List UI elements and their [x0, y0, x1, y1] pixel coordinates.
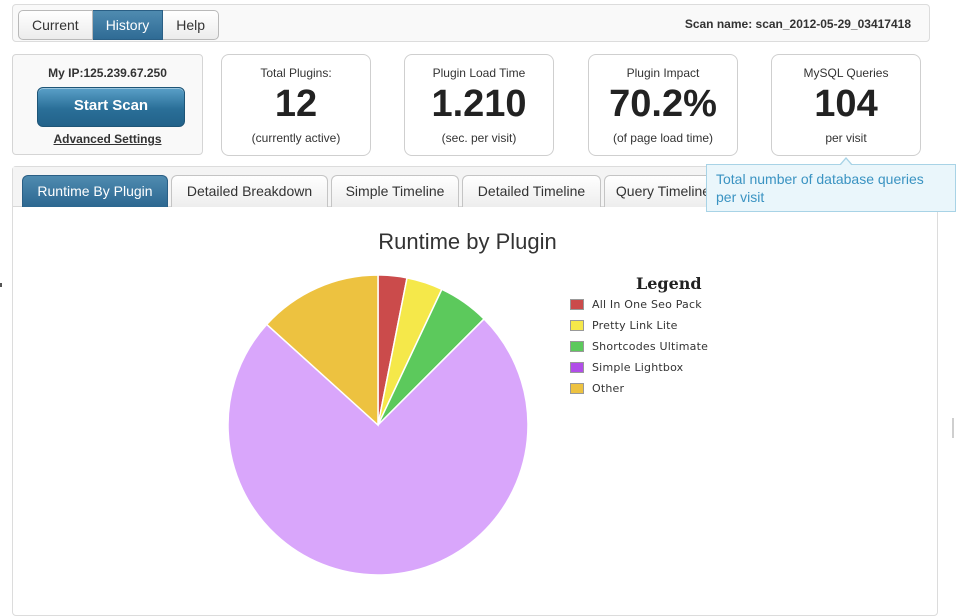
legend-title: Legend: [636, 274, 702, 293]
ip-box: My IP:125.239.67.250 Start Scan Advanced…: [12, 54, 203, 155]
stat-value: 1.210: [431, 83, 527, 125]
my-ip: My IP:125.239.67.250: [13, 66, 202, 80]
stat-label: Plugin Impact: [626, 66, 700, 80]
stat-label: Total Plugins:: [260, 66, 332, 80]
view-nav: Current History Help: [18, 10, 220, 40]
stat-sub: (currently active): [251, 131, 341, 145]
advanced-settings-link[interactable]: Advanced Settings: [53, 132, 162, 146]
current-button[interactable]: Current: [18, 10, 93, 40]
stat-label: Plugin Load Time: [432, 66, 526, 80]
legend-swatch: [570, 341, 584, 352]
scroll-edge: [952, 418, 954, 438]
scan-name: Scan name: scan_2012-05-29_03417418: [684, 17, 911, 31]
my-ip-label: My IP:: [48, 66, 84, 80]
legend-label: Shortcodes Ultimate: [592, 340, 709, 353]
tab-detailed-timeline[interactable]: Detailed Timeline: [462, 175, 601, 207]
my-ip-value: 125.239.67.250: [83, 66, 167, 80]
stat-label: MySQL Queries: [803, 66, 889, 80]
legend-swatch: [570, 362, 584, 373]
mysql-queries-box[interactable]: MySQL Queries 104 per visit: [771, 54, 921, 156]
tooltip-arrow-inner: [840, 159, 852, 166]
legend-label: All In One Seo Pack: [592, 298, 702, 311]
tab-query-timeline[interactable]: Query Timeline: [604, 175, 722, 207]
start-scan-button[interactable]: Start Scan: [37, 87, 185, 127]
chart-title: Runtime by Plugin: [378, 229, 557, 254]
history-button[interactable]: History: [92, 10, 164, 40]
plugin-impact-box: Plugin Impact 70.2% (of page load time): [588, 54, 738, 156]
top-bar: Current History Help Scan name: scan_201…: [12, 4, 930, 42]
legend-swatch: [570, 320, 584, 331]
mysql-tooltip: Total number of database queries per vis…: [706, 164, 956, 212]
stat-sub: (of page load time): [612, 131, 714, 145]
edge-marker: [0, 283, 2, 287]
legend-swatch: [570, 299, 584, 310]
legend-label: Pretty Link Lite: [592, 319, 678, 332]
legend-label: Simple Lightbox: [592, 361, 684, 374]
runtime-pie-chart: [227, 274, 529, 576]
tab-detailed-breakdown[interactable]: Detailed Breakdown: [171, 175, 328, 207]
legend-swatch: [570, 383, 584, 394]
help-button[interactable]: Help: [163, 10, 220, 40]
stat-value: 70.2%: [609, 83, 717, 125]
stat-value: 104: [814, 83, 878, 125]
stat-sub: (sec. per visit): [441, 131, 517, 145]
pie-slice-other: [265, 274, 379, 427]
stat-sub: per visit: [825, 131, 867, 145]
stat-value: 12: [274, 83, 318, 125]
pie-slice-simple-lightbox: [227, 317, 529, 576]
plugin-load-time-box: Plugin Load Time 1.210 (sec. per visit): [404, 54, 554, 156]
total-plugins-box: Total Plugins: 12 (currently active): [221, 54, 371, 156]
legend-label: Other: [592, 382, 625, 395]
tab-simple-timeline[interactable]: Simple Timeline: [331, 175, 459, 207]
tab-runtime-by-plugin[interactable]: Runtime By Plugin: [22, 175, 168, 207]
